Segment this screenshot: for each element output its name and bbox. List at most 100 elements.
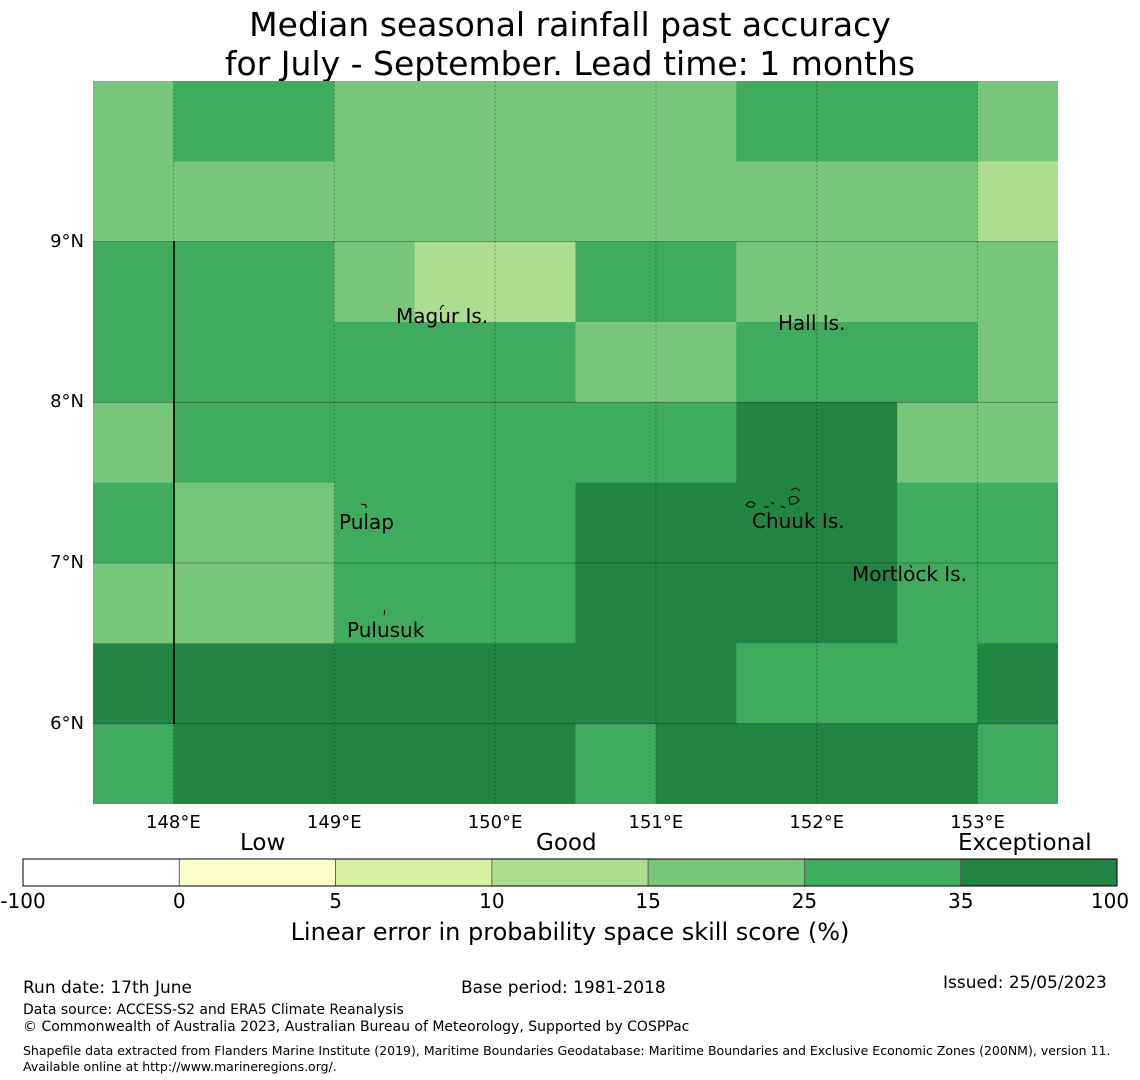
island-label-chuuk: Chuuk Is. <box>752 509 845 533</box>
longitude-label: 151°E <box>628 812 684 833</box>
heatmap-cell <box>736 241 818 323</box>
heatmap-cell <box>253 563 335 644</box>
heatmap-cell <box>816 482 898 564</box>
heatmap-cell <box>334 482 416 564</box>
heatmap-cell <box>93 81 175 162</box>
colorbar-bin <box>178 858 336 887</box>
heatmap-cell <box>173 643 255 725</box>
heatmap-cell <box>495 643 577 725</box>
heatmap-cell <box>575 81 657 162</box>
heatmap-cell <box>173 723 255 804</box>
heatmap-cell <box>977 241 1058 323</box>
colorbar-tick-label: 25 <box>791 889 818 913</box>
heatmap-cell <box>977 322 1058 403</box>
heatmap-cell <box>495 322 577 403</box>
heatmap-cell <box>897 402 979 484</box>
heatmap-cell <box>495 723 577 804</box>
heatmap-cell <box>334 563 416 644</box>
pulusuk-island-shape <box>383 609 386 616</box>
category-label-low: Low <box>240 830 286 856</box>
heatmap-cell <box>495 81 577 162</box>
heatmap-cell <box>495 482 577 564</box>
heatmap-cell <box>334 643 416 725</box>
heatmap-cell <box>736 402 818 484</box>
heatmap-cell <box>575 723 657 804</box>
heatmap-cell <box>736 643 818 725</box>
heatmap-cells <box>93 81 1058 804</box>
heatmap-cell <box>897 723 979 804</box>
colorbar-tick-label: 0 <box>172 889 186 913</box>
island-label-pulap: Pulap <box>339 510 394 534</box>
island-label-magur: Magur Is. <box>396 304 488 328</box>
heatmap-cell <box>575 241 657 323</box>
heatmap-cell <box>173 563 255 644</box>
heatmap-cell <box>495 161 577 243</box>
heatmap-cell <box>897 161 979 243</box>
shapefile-credit: Shapefile data extracted from Flanders M… <box>23 1043 1111 1074</box>
heatmap-cell <box>736 81 818 162</box>
heatmap-cell <box>173 322 255 403</box>
heatmap-cell <box>414 81 496 162</box>
colorbar-tick-label: 10 <box>479 889 505 913</box>
heatmap-cell <box>736 563 818 644</box>
heatmap-cell <box>816 723 898 804</box>
heatmap-cell <box>93 241 175 323</box>
colorbar-bin <box>491 858 649 887</box>
heatmap-cell <box>253 482 335 564</box>
longitude-label: 148°E <box>146 812 201 833</box>
heatmap-cell <box>414 241 496 323</box>
heatmap-cell <box>173 241 255 323</box>
heatmap-cell <box>575 402 657 484</box>
rainfall-skill-map: Magur Is. Hall Is. Pulap Chuuk Is. Mortlock … <box>93 81 1058 804</box>
heatmap-cell <box>575 643 657 725</box>
heatmap-cell <box>495 563 577 644</box>
heatmap-cell <box>897 81 979 162</box>
colorbar-bin <box>647 858 805 887</box>
heatmap-cell <box>977 643 1058 725</box>
colorbar-tick-label: 15 <box>635 889 661 913</box>
heatmap-cell <box>977 402 1058 484</box>
pulap-island-shape <box>360 503 367 508</box>
chart-title-line-2: for July - September. Lead time: 1 month… <box>224 44 916 83</box>
heatmap-cell <box>173 81 255 162</box>
heatmap-cell <box>334 723 416 804</box>
heatmap-cell <box>655 322 737 403</box>
heatmap-cell <box>414 643 496 725</box>
heatmap-cell <box>977 723 1058 804</box>
colorbar-bin <box>960 858 1118 887</box>
heatmap-cell <box>334 161 416 243</box>
heatmap-cell <box>93 482 175 564</box>
heatmap-cell <box>816 643 898 725</box>
heatmap-cell <box>897 643 979 725</box>
heatmap-cell <box>736 322 818 403</box>
latitude-label: 6°N <box>50 712 84 734</box>
heatmap-cell <box>414 161 496 243</box>
heatmap-cell <box>977 563 1058 644</box>
heatmap-cell <box>495 241 577 323</box>
heatmap-cell <box>655 241 737 323</box>
heatmap-cell <box>575 161 657 243</box>
heatmap-cell <box>173 482 255 564</box>
heatmap-cell <box>253 81 335 162</box>
colorbar-tick-label: -100 <box>0 889 46 913</box>
heatmap-cell <box>736 723 818 804</box>
heatmap-cell <box>897 322 979 403</box>
heatmap-cell <box>93 322 175 403</box>
colorbar-outline <box>22 858 1118 887</box>
heatmap-cell <box>655 723 737 804</box>
latitude-label: 9°N <box>50 230 84 252</box>
chuuk-island-shape <box>745 487 801 509</box>
longitude-label: 150°E <box>467 812 523 833</box>
heatmap-cell <box>334 81 416 162</box>
colorbar-label: Linear error in probability space skill … <box>290 918 850 946</box>
heatmap-cell <box>93 402 175 484</box>
heatmap-cell <box>816 322 898 403</box>
heatmap-cell <box>93 643 175 725</box>
island-label-mortlock: Mortlock Is. <box>852 562 967 586</box>
heatmap-cell <box>253 723 335 804</box>
magur-island-shape <box>439 305 445 311</box>
run-date: Run date: 17th June <box>23 978 192 998</box>
category-label-exceptional: Exceptional <box>958 830 1092 856</box>
heatmap-cell <box>897 241 979 323</box>
heatmap-cell <box>173 402 255 484</box>
